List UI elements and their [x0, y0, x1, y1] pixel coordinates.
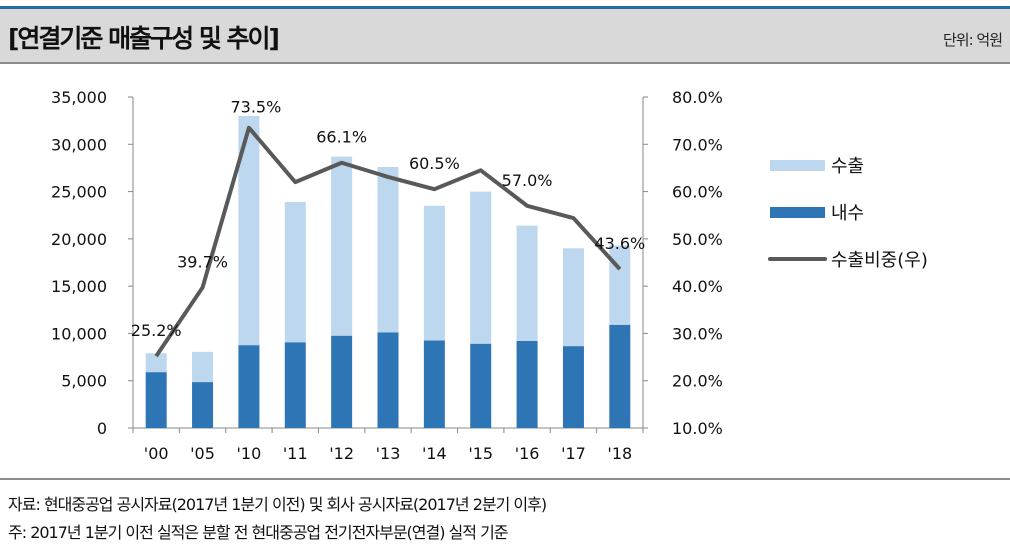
- source-note: 자료: 현대중공업 공시자료(2017년 1분기 이전) 및 회사 공시자료(2…: [8, 495, 547, 514]
- right-tick-label: 10.0%: [672, 419, 723, 438]
- bar-domestic: [192, 382, 214, 428]
- bar-domestic: [377, 332, 399, 428]
- right-tick-label: 80.0%: [672, 88, 723, 107]
- left-tick-label: 10,000: [51, 324, 107, 343]
- header-bar: [연결기준 매출구성 및 추이] 단위: 억원: [0, 9, 1010, 64]
- bar-domestic: [516, 340, 538, 428]
- bar-domestic: [145, 372, 167, 428]
- bar-export: [238, 115, 260, 346]
- data-label: 73.5%: [230, 98, 281, 117]
- bar-export: [609, 245, 631, 325]
- x-tick-label: '11: [283, 444, 308, 463]
- x-tick-label: '16: [515, 444, 540, 463]
- right-tick-label: 70.0%: [672, 135, 723, 154]
- right-tick-label: 60.0%: [672, 183, 723, 202]
- chart-title: [연결기준 매출구성 및 추이]: [8, 24, 280, 53]
- bar-export: [145, 353, 167, 373]
- bar-domestic: [562, 346, 584, 428]
- legend-swatch: [770, 207, 825, 218]
- legend-label: 수출: [831, 156, 864, 177]
- legend-label: 수출비중(우): [831, 250, 928, 271]
- data-label: 60.5%: [409, 154, 460, 173]
- footnote: 주: 2017년 1분기 이전 실적은 분할 전 현대중공업 전기전자부문(연결…: [8, 523, 509, 542]
- x-tick-label: '15: [468, 444, 493, 463]
- bar-export: [562, 248, 584, 347]
- bar-domestic: [284, 342, 306, 428]
- top-rule: [0, 6, 1010, 9]
- left-tick-label: 5,000: [61, 372, 107, 391]
- right-tick-label: 50.0%: [672, 230, 723, 249]
- bar-domestic: [470, 343, 492, 428]
- left-tick-label: 0: [97, 419, 107, 438]
- data-label: 66.1%: [316, 128, 367, 147]
- right-tick-label: 20.0%: [672, 372, 723, 391]
- bar-export: [192, 351, 214, 383]
- bar-export: [377, 166, 399, 333]
- footer-rule: [0, 478, 1010, 480]
- data-label: 43.6%: [594, 234, 645, 253]
- right-tick-label: 30.0%: [672, 324, 723, 343]
- left-tick-label: 25,000: [51, 183, 107, 202]
- x-tick-label: '05: [190, 444, 215, 463]
- data-label: 39.7%: [177, 253, 228, 272]
- bar-export: [423, 205, 445, 341]
- bar-export: [331, 156, 353, 336]
- left-tick-label: 30,000: [51, 135, 107, 154]
- left-tick-label: 15,000: [51, 277, 107, 296]
- x-tick-label: '00: [144, 444, 169, 463]
- x-tick-label: '10: [237, 444, 262, 463]
- bar-export: [284, 201, 306, 343]
- bar-domestic: [331, 335, 353, 428]
- left-tick-label: 20,000: [51, 230, 107, 249]
- legend-label: 내수: [831, 203, 864, 224]
- x-tick-label: '14: [422, 444, 447, 463]
- x-tick-label: '13: [376, 444, 401, 463]
- bar-domestic: [238, 345, 260, 428]
- legend-swatch: [770, 160, 825, 171]
- bar-domestic: [423, 340, 445, 428]
- bar-export: [470, 191, 492, 344]
- bar-domestic: [609, 324, 631, 428]
- sales-chart: 0 5,000 10,000 15,000 20,000 25,000 30,000 35,0…: [51, 88, 928, 463]
- left-tick-label: 35,000: [51, 88, 107, 107]
- data-label: 25.2%: [131, 321, 182, 340]
- bar-export: [516, 225, 538, 341]
- x-tick-label: '12: [329, 444, 354, 463]
- x-tick-label: '17: [561, 444, 586, 463]
- unit-label: 단위: 억원: [942, 31, 1003, 49]
- data-label: 57.0%: [502, 171, 553, 190]
- x-tick-label: '18: [607, 444, 632, 463]
- right-tick-label: 40.0%: [672, 277, 723, 296]
